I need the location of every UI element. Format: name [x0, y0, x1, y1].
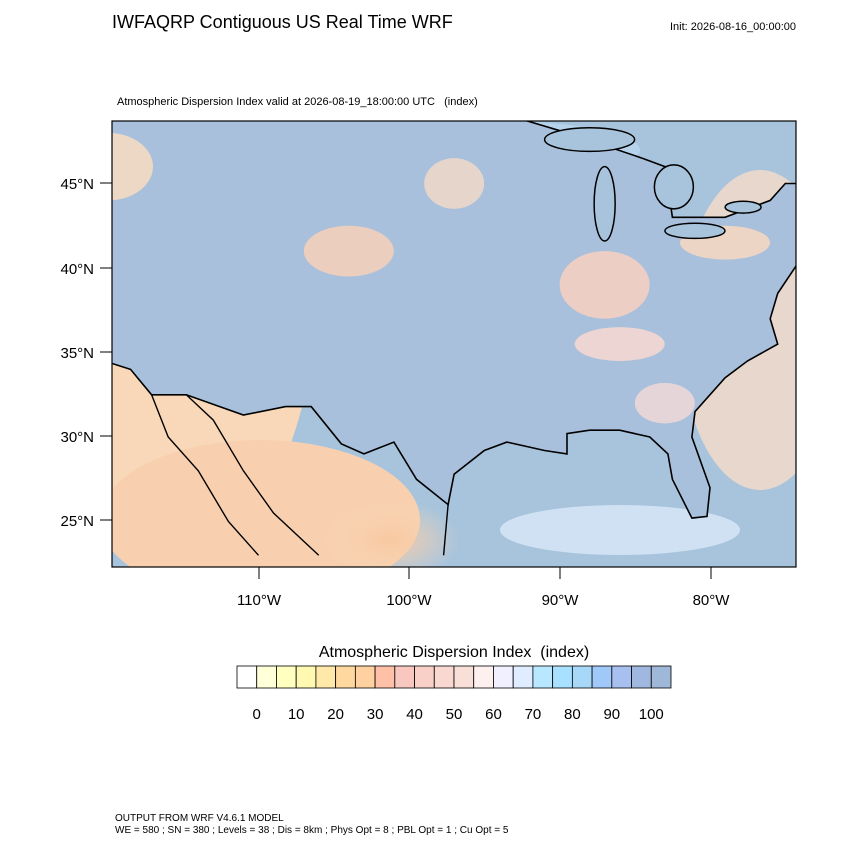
colorbar-swatch	[394, 665, 415, 689]
gulf-shade	[500, 505, 740, 555]
lon-label: 100°W	[386, 592, 432, 609]
index-patch	[634, 382, 695, 424]
colorbar-swatch	[315, 665, 337, 689]
colorbar-swatch	[374, 665, 396, 689]
lake	[543, 126, 636, 153]
colorbar-swatch	[335, 665, 356, 689]
lat-label: 30°N	[60, 429, 94, 446]
colorbar-swatch	[453, 665, 475, 689]
colorbar-title: Atmospheric Dispersion Index (index)	[319, 644, 589, 661]
land-shade	[320, 500, 460, 567]
colorbar-label: 90	[603, 706, 620, 723]
map-frame	[111, 120, 797, 568]
lake	[664, 222, 726, 240]
colorbar-label: 60	[485, 706, 502, 723]
lon-label: 90°W	[542, 592, 580, 609]
colorbar-swatch	[571, 665, 593, 689]
lat-label: 40°N	[60, 261, 94, 278]
colorbar-swatch	[295, 665, 317, 689]
colorbar-label: 100	[639, 706, 664, 723]
colorbar-swatch	[433, 665, 455, 689]
lat-label: 35°N	[60, 345, 94, 362]
colorbar-label: 80	[564, 706, 581, 723]
us-outline	[112, 121, 796, 519]
coastline	[150, 394, 449, 556]
colorbar-swatch	[256, 665, 277, 689]
lake	[593, 165, 616, 242]
index-patch	[112, 132, 153, 201]
subtitle: Atmospheric Dispersion Index valid at 20…	[117, 96, 478, 108]
lon-label: 110°W	[237, 592, 282, 609]
colorbar-swatch	[631, 665, 652, 689]
index-patch	[574, 327, 665, 361]
map	[112, 121, 796, 567]
colorbar-swatch	[354, 665, 376, 689]
colorbar-label: 0	[253, 706, 261, 723]
colorbar-swatch	[414, 665, 435, 689]
colorbar: 0 10 20 30 40 50 60 70 80 90 100	[236, 665, 672, 723]
colorbar-label: 70	[525, 706, 542, 723]
colorbar-label: 30	[367, 706, 384, 723]
lon-label: 80°W	[693, 592, 731, 609]
index-patch	[303, 225, 394, 277]
great-lakes	[543, 126, 762, 242]
colorbar-swatch	[552, 665, 573, 689]
colorbar-swatch	[532, 665, 554, 689]
colorbar-label: 20	[327, 706, 344, 723]
lat-label: 25°N	[60, 513, 94, 530]
colorbar-label: 40	[406, 706, 423, 723]
title: IWFAQRP Contiguous US Real Time WRF	[112, 12, 453, 32]
colorbar-swatch	[276, 665, 297, 689]
colorbar-swatch	[611, 665, 632, 689]
footer-line: WE = 580 ; SN = 380 ; Levels = 38 ; Dis …	[115, 825, 509, 836]
colorbar-swatch	[493, 665, 514, 689]
index-patch	[559, 251, 650, 319]
footer-line: OUTPUT FROM WRF V4.6.1 MODEL	[115, 813, 284, 824]
colorbar-swatch	[591, 665, 613, 689]
colorbar-label: 50	[446, 706, 463, 723]
index-shading	[112, 132, 771, 424]
colorbar-label: 10	[288, 706, 305, 723]
lat-label: 45°N	[60, 176, 94, 193]
axes: 45°N 40°N 35°N 30°N 25°N 110°W 100°W 90°W 80°W	[60, 176, 730, 609]
index-patch	[424, 158, 485, 209]
colorbar-swatch	[512, 665, 534, 689]
lake	[653, 164, 695, 210]
lake	[724, 200, 762, 214]
init-time: Init: 2026-08-16_00:00:00	[670, 21, 796, 33]
colorbar-swatch	[473, 665, 494, 689]
colorbar-swatch	[650, 665, 672, 689]
colorbar-swatch	[236, 665, 258, 689]
